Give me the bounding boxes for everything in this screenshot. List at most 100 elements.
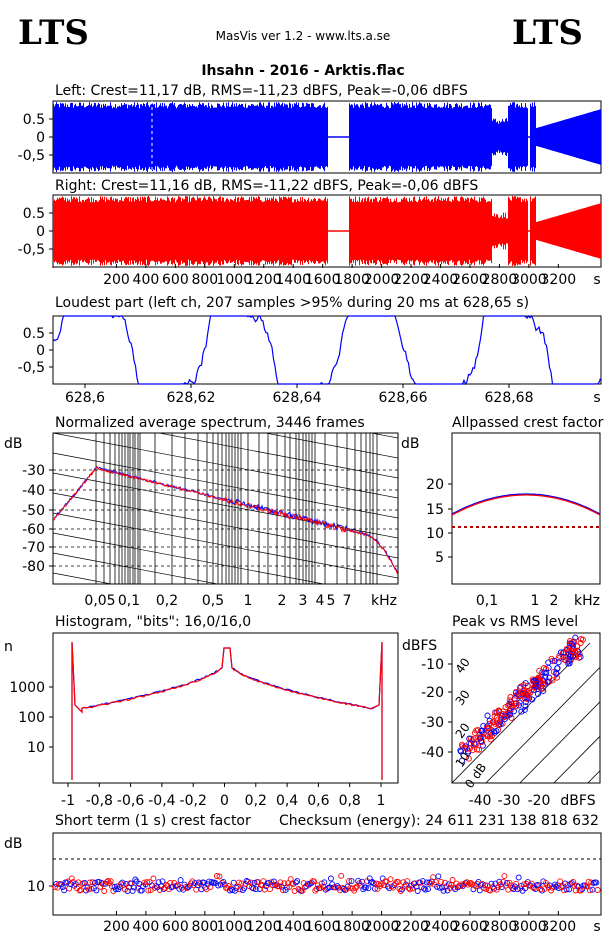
shortcrest-point xyxy=(233,884,240,891)
histogram-xtick-label: -0,8 xyxy=(86,793,113,809)
shortcrest-point xyxy=(346,878,352,885)
spectrum-ytick-label: -30 xyxy=(22,463,45,479)
spectrum-ytick-label: -50 xyxy=(22,503,45,519)
shortcrest-point xyxy=(280,887,286,894)
histogram-xtick-label: 0 xyxy=(220,793,229,809)
histogram-xtick-label: -0,4 xyxy=(148,793,175,809)
right-channel-xtick-label: 1000 xyxy=(216,272,252,288)
spectrum-slope xyxy=(53,313,398,378)
shortcrest-frame xyxy=(52,832,602,916)
spectrum-ytick-label: -40 xyxy=(22,483,45,499)
histogram-frame xyxy=(52,632,399,784)
allpassed-xtick-label: 0,1 xyxy=(476,593,498,609)
peakrms-point xyxy=(518,708,525,715)
peakrms-point xyxy=(501,713,508,721)
peakrms-diag-label: 10 xyxy=(453,749,473,770)
peakrms-point xyxy=(568,647,576,655)
peakrms-point xyxy=(492,709,499,716)
shortcrest-point xyxy=(501,873,508,880)
right-channel-ytick-label: -0,5 xyxy=(18,242,45,258)
shortcrest-point xyxy=(482,882,488,889)
histogram-ytick-label: 1000 xyxy=(9,680,45,696)
shortcrest-point xyxy=(334,883,341,890)
shortcrest-point xyxy=(425,886,431,893)
shortcrest-point xyxy=(267,886,273,893)
peakrms-point xyxy=(516,699,523,706)
spectrum-slope xyxy=(53,532,326,584)
peakrms-point xyxy=(492,720,499,727)
shortcrest-point xyxy=(252,886,259,893)
left-channel-wave-path xyxy=(53,102,601,172)
peakrms-point xyxy=(569,644,577,651)
peakrms-point xyxy=(574,643,581,650)
peakrms-point xyxy=(513,688,520,695)
peakrms-point xyxy=(572,634,579,641)
peakrms-point xyxy=(544,678,552,685)
right-channel-xtick-label: 800 xyxy=(191,272,218,288)
histogram-title: Histogram, "bits": 16,0/16,0 xyxy=(55,614,251,630)
shortcrest-point xyxy=(447,885,453,891)
spectrum-left-line xyxy=(53,465,398,574)
shortcrest-point xyxy=(414,888,421,894)
shortcrest-point xyxy=(483,886,490,893)
loudest-ytick-label: 0.5 xyxy=(23,326,45,342)
peakrms-point xyxy=(471,740,478,747)
right-channel-xtick-label: 3000 xyxy=(511,272,547,288)
spectrum-slope xyxy=(263,433,398,459)
peakrms-diagonal xyxy=(485,666,600,783)
histogram-xtick-label: 1 xyxy=(377,793,386,809)
checksum-text: Checksum (energy): 24 611 231 138 818 63… xyxy=(279,813,599,829)
app-title: MasVis ver 1.2 - www.lts.a.se xyxy=(216,29,391,43)
peakrms-diagonal xyxy=(519,701,600,783)
peakrms-diagonal xyxy=(553,735,600,783)
shortcrest-point xyxy=(250,885,257,892)
histogram-xtick-label: -0,2 xyxy=(180,793,207,809)
shortcrest-point xyxy=(215,882,222,889)
allpassed-xtick-label: 2 xyxy=(550,593,559,609)
right-channel-ytick-label: 0 xyxy=(36,224,45,240)
shortcrest-xtick-label: 3000 xyxy=(511,919,547,935)
shortcrest-point xyxy=(566,886,573,893)
shortcrest-point xyxy=(93,887,100,894)
shortcrest-point xyxy=(237,886,244,893)
shortcrest-point xyxy=(232,887,238,894)
shortcrest-point xyxy=(131,884,137,891)
loudest-line xyxy=(52,314,602,386)
shortcrest-point xyxy=(52,883,58,890)
spectrum-ytick-label: -80 xyxy=(22,559,45,575)
spectrum-slope xyxy=(53,472,398,539)
peakrms-ytick-label: -20 xyxy=(421,685,444,701)
peakrms-point xyxy=(479,727,486,734)
spectrum-title: Normalized average spectrum, 3446 frames xyxy=(55,415,365,431)
peakrms-frame xyxy=(451,632,601,784)
peakrms-point xyxy=(567,651,574,658)
right-title: Right: Crest=11,16 dB, RMS=-11,22 dBFS, … xyxy=(55,178,478,194)
peakrms-point xyxy=(577,635,585,643)
right-channel-xtick-label: 1600 xyxy=(305,272,341,288)
shortcrest-point xyxy=(296,887,303,894)
loudest-xtick-label: 628,66 xyxy=(379,390,428,406)
shortcrest-point xyxy=(510,886,517,893)
shortcrest-point xyxy=(513,880,520,887)
loudest-ytick-label: 0 xyxy=(36,343,45,359)
peakrms-point xyxy=(557,649,564,656)
shortcrest-point xyxy=(441,879,448,886)
peakrms-xtick-label: -30 xyxy=(498,793,521,809)
loudest-title: Loudest part (left ch, 207 samples >95% … xyxy=(55,295,529,311)
peakrms-point xyxy=(551,657,558,664)
spectrum-slope xyxy=(53,512,398,579)
shortcrest-point xyxy=(101,888,108,894)
peakrms-point xyxy=(462,743,469,750)
right-channel-xtick-label: 400 xyxy=(133,272,160,288)
shortcrest-point xyxy=(369,879,376,885)
allpassed-ytick-label: 10 xyxy=(426,526,444,542)
histogram-xtick-label: -0,6 xyxy=(117,793,144,809)
shortcrest-point xyxy=(421,885,428,892)
peakrms-diagonal xyxy=(452,642,591,783)
peakrms-point xyxy=(565,660,572,667)
shortcrest-point xyxy=(177,877,184,884)
peakrms-xtick-label: -40 xyxy=(469,793,492,809)
peakrms-point xyxy=(507,694,514,701)
shortcrest-point xyxy=(313,886,320,892)
shortcrest-point xyxy=(213,873,220,879)
